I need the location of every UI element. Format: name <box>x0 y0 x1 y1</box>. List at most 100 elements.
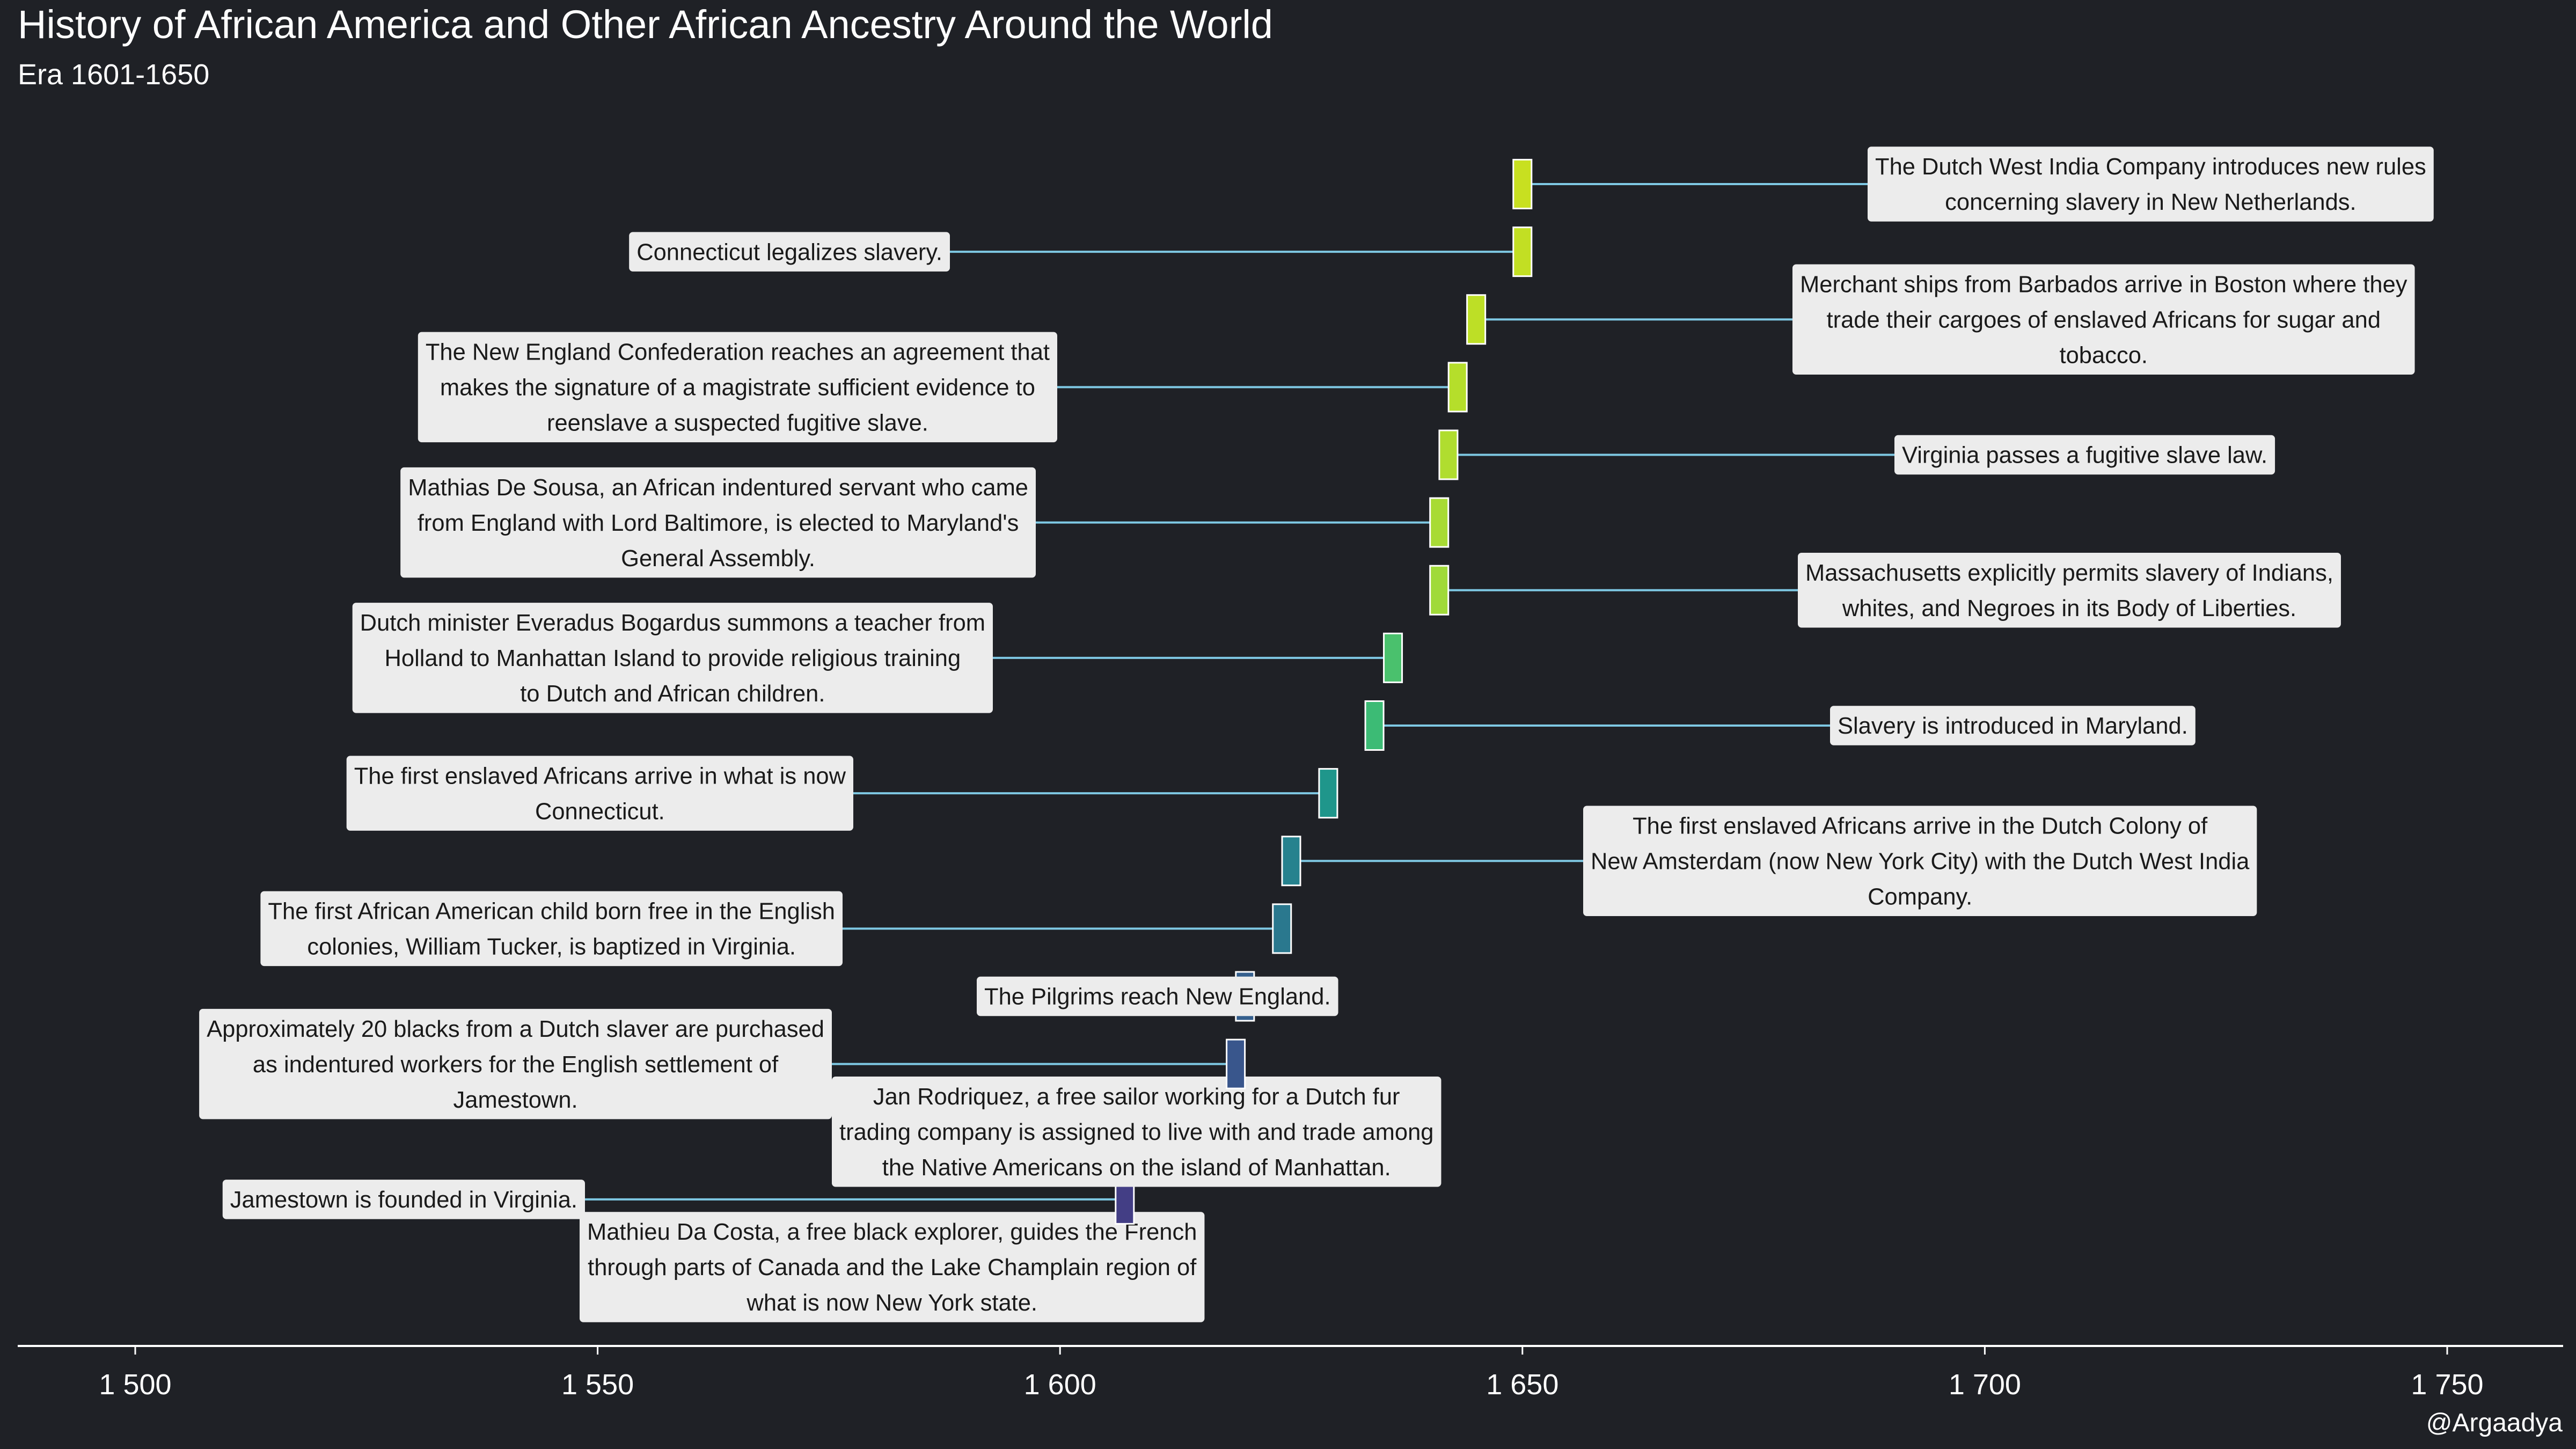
event-label-box <box>977 976 1338 1016</box>
event-label: Mathias De Sousa, an African indentured … <box>408 475 1028 572</box>
event-label-line: reenslave a suspected fugitive slave. <box>547 411 928 436</box>
event-label: The first enslaved Africans arrive in th… <box>1591 813 2250 910</box>
event-label-line: Mathieu Da Costa, a free black explorer,… <box>587 1219 1197 1245</box>
event-label: Jamestown is founded in Virginia. <box>230 1187 577 1213</box>
timeline-event: The Dutch West India Company introduces … <box>1512 147 2434 222</box>
event-label-box <box>832 1077 1441 1187</box>
event-label: Massachusetts explicitly permits slavery… <box>1805 560 2333 621</box>
event-label-line: General Assembly. <box>621 546 815 572</box>
event-label-box <box>1868 147 2434 222</box>
event-label-line: to Dutch and African children. <box>520 681 825 707</box>
event-marker <box>1429 497 1450 548</box>
x-tick-label: 1 750 <box>2411 1368 2483 1401</box>
event-marker <box>1318 768 1338 819</box>
event-label-line: colonies, William Tucker, is baptized in… <box>307 934 796 960</box>
event-label: Dutch minister Everadus Bogardus summons… <box>360 610 985 707</box>
event-label-line: Virginia passes a fugitive slave law. <box>1902 443 2267 469</box>
event-label-box <box>1798 553 2341 628</box>
event-label-box <box>629 232 950 272</box>
event-label-line: The Dutch West India Company introduces … <box>1875 154 2426 180</box>
event-marker <box>1447 362 1468 413</box>
timeline-event: Merchant ships from Barbados arrive in B… <box>1466 264 2415 375</box>
event-label-box <box>1830 706 2196 745</box>
timeline-event: The first African American child born fr… <box>260 891 1292 967</box>
event-label-box <box>222 1180 585 1219</box>
event-label-line: concerning slavery in New Netherlands. <box>1945 189 2356 215</box>
timeline-event: Connecticut legalizes slavery. <box>629 226 1533 277</box>
event-label: The New England Confederation reaches an… <box>426 340 1050 436</box>
event-marker <box>1429 565 1450 616</box>
event-label-line: trading company is assigned to live with… <box>839 1119 1433 1145</box>
event-label: Merchant ships from Barbados arrive in B… <box>1800 272 2407 368</box>
event-label-box <box>352 603 993 713</box>
event-label-box <box>418 332 1057 443</box>
event-label-box <box>400 467 1036 578</box>
event-label-line: whites, and Negroes in its Body of Liber… <box>1842 596 2296 621</box>
timeline-event: The New England Confederation reaches an… <box>418 332 1468 443</box>
event-label-line: from England with Lord Baltimore, is ele… <box>418 510 1019 536</box>
timeline-event: Jan Rodriquez, a free sailor working for… <box>832 1077 1441 1187</box>
event-label-box <box>1792 264 2415 375</box>
event-label-line: makes the signature of a magistrate suff… <box>440 375 1035 401</box>
event-label-line: The first African American child born fr… <box>268 899 835 925</box>
event-label-line: trade their cargoes of enslaved Africans… <box>1827 307 2381 333</box>
event-label-line: The Pilgrims reach New England. <box>984 984 1331 1010</box>
event-label-box <box>346 756 853 831</box>
event-label: The Pilgrims reach New England. <box>984 984 1331 1010</box>
event-marker <box>1512 159 1533 209</box>
event-label-line: Jamestown is founded in Virginia. <box>230 1187 577 1213</box>
event-label-line: Massachusetts explicitly permits slavery… <box>1805 560 2333 586</box>
event-label: Mathieu Da Costa, a free black explorer,… <box>587 1219 1197 1316</box>
event-label-line: Company. <box>1868 884 1972 910</box>
x-tick-label: 1 500 <box>99 1368 171 1401</box>
x-axis-ticks: 1 500 1 550 1 600 1 650 1 700 1 750 <box>99 1346 2484 1401</box>
event-label-line: Slavery is introduced in Maryland. <box>1838 713 2188 739</box>
x-tick-label: 1 600 <box>1024 1368 1096 1401</box>
event-label-line: as indentured workers for the English se… <box>253 1052 779 1078</box>
event-label: Connecticut legalizes slavery. <box>636 239 942 265</box>
timeline-event: Approximately 20 blacks from a Dutch sla… <box>199 1008 1246 1119</box>
timeline-event: The first enslaved Africans arrive in th… <box>1281 806 2257 916</box>
timeline-event: Slavery is introduced in Maryland. <box>1364 700 2196 751</box>
event-label-line: The New England Confederation reaches an… <box>426 340 1050 365</box>
event-label-box <box>1583 806 2257 916</box>
timeline-event: Jamestown is founded in Virginia. <box>222 1174 1135 1225</box>
chart-subtitle: Era 1601-1650 <box>18 58 209 91</box>
timeline-event: Mathieu Da Costa, a free black explorer,… <box>580 1212 1205 1322</box>
event-marker <box>1438 429 1459 480</box>
event-label-box <box>199 1008 832 1119</box>
event-marker <box>1272 903 1292 954</box>
x-tick-label: 1 550 <box>561 1368 634 1401</box>
event-label: Virginia passes a fugitive slave law. <box>1902 443 2267 469</box>
event-marker <box>1281 836 1301 887</box>
timeline-event: The Pilgrims reach New England. <box>977 971 1338 1022</box>
event-label-line: Connecticut. <box>535 799 665 824</box>
event-marker <box>1466 294 1487 345</box>
event-label-line: Mathias De Sousa, an African indentured … <box>408 475 1028 501</box>
event-marker <box>1512 226 1533 277</box>
event-label-line: Merchant ships from Barbados arrive in B… <box>1800 272 2407 297</box>
event-label: The first enslaved Africans arrive in wh… <box>354 763 846 824</box>
event-label: The Dutch West India Company introduces … <box>1875 154 2426 215</box>
event-label-line: Jan Rodriquez, a free sailor working for… <box>873 1084 1400 1110</box>
event-label-line: what is now New York state. <box>746 1290 1037 1316</box>
event-label-line: Connecticut legalizes slavery. <box>636 239 942 265</box>
event-label-line: New Amsterdam (now New York City) with t… <box>1591 848 2250 874</box>
event-label-line: Dutch minister Everadus Bogardus summons… <box>360 610 985 636</box>
event-label: The first African American child born fr… <box>268 899 835 960</box>
event-label-box <box>260 891 843 967</box>
event-marker <box>1226 1038 1246 1089</box>
event-marker <box>1383 632 1403 683</box>
event-label-line: the Native Americans on the island of Ma… <box>882 1155 1391 1181</box>
event-label-box <box>1894 435 2275 475</box>
events-layer: Mathieu Da Costa, a free black explorer,… <box>199 147 2434 1322</box>
event-label-line: Jamestown. <box>453 1087 578 1113</box>
event-label: Slavery is introduced in Maryland. <box>1838 713 2188 739</box>
chart-title: History of African America and Other Afr… <box>18 2 1273 47</box>
event-label-line: The first enslaved Africans arrive in th… <box>1633 813 2208 839</box>
event-marker <box>1364 700 1385 751</box>
event-label-line: The first enslaved Africans arrive in wh… <box>354 763 846 789</box>
timeline-event: Massachusetts explicitly permits slavery… <box>1429 553 2341 628</box>
event-label-line: through parts of Canada and the Lake Cha… <box>588 1255 1197 1280</box>
